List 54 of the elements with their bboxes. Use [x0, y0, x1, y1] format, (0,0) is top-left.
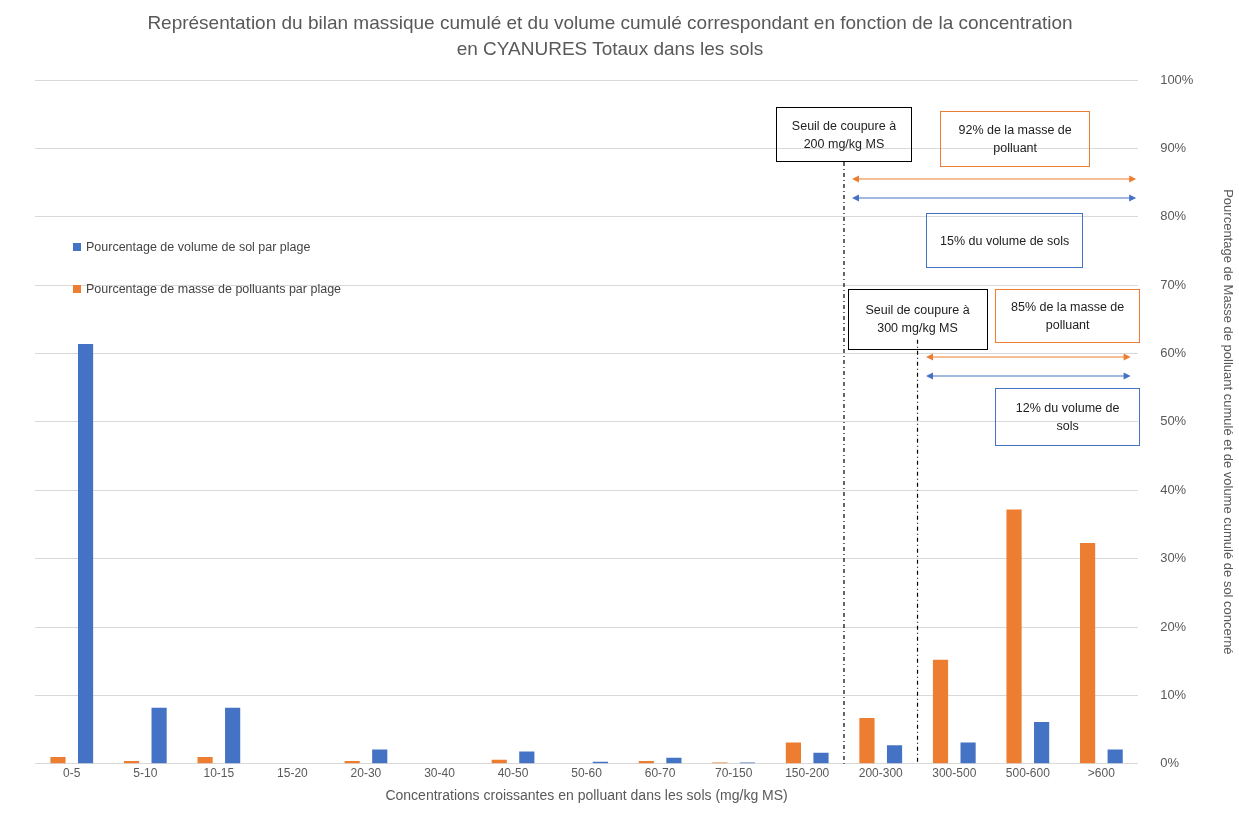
y2-tick-label: 10% — [1160, 687, 1187, 702]
bar — [225, 707, 241, 764]
x-tick-label: 50-60 — [571, 766, 603, 781]
x-tick-label: 70-150 — [714, 766, 753, 781]
x-tick-label: 10-15 — [203, 766, 235, 781]
bar — [785, 742, 801, 764]
y2-tick-label: 70% — [1160, 276, 1187, 292]
x-tick-label: 20-30 — [350, 766, 382, 781]
ref-line-label: Seuil de coupure à 300 mg/kg MS — [847, 288, 988, 351]
annotation: 15% du volume de sols — [926, 213, 1084, 269]
x-tick-label: 150-200 — [785, 766, 830, 781]
x-tick-label: 500-600 — [1005, 766, 1051, 781]
y2-tick-label: 50% — [1160, 413, 1187, 429]
bar — [932, 659, 949, 764]
x-axis-title: Concentrations croissantes en polluant dans les sols (mg/kg MS) — [385, 787, 788, 804]
x-tick-label: 200-300 — [858, 766, 904, 781]
y2-tick-label: 40% — [1160, 481, 1187, 497]
bar — [77, 343, 94, 764]
annotation: 12% du volume de sols — [995, 387, 1141, 446]
annotation: 85% de la masse de polluant — [995, 288, 1141, 344]
y2-tick-label: 80% — [1160, 208, 1187, 224]
bar — [1107, 749, 1123, 764]
x-tick-label: 0-5 — [63, 766, 81, 781]
x-tick-label: 40-50 — [497, 766, 529, 781]
bar — [151, 707, 167, 764]
y2-tick-label: 0% — [1160, 755, 1180, 771]
y2-tick-label: 20% — [1160, 618, 1187, 634]
y2-axis-title: Pourcentage de Masse de polluant cumulé et de volume cumulé de sol concerné — [1220, 189, 1236, 655]
bar — [372, 749, 388, 764]
bar — [519, 751, 535, 764]
bar — [197, 756, 213, 764]
ref-line-label: Seuil de coupure à 200 mg/kg MS — [775, 107, 912, 163]
x-tick-label: 5-10 — [133, 766, 158, 781]
bar — [960, 742, 976, 764]
x-tick-label: 300-500 — [932, 766, 977, 781]
bar — [1034, 722, 1050, 764]
annotation: 92% de la masse de polluant — [940, 110, 1091, 167]
bar — [813, 752, 829, 764]
bar — [1080, 542, 1096, 764]
bar — [1006, 509, 1022, 764]
x-tick-label: 30-40 — [424, 766, 456, 781]
y2-tick-label: 100% — [1160, 71, 1194, 87]
x-tick-label: 15-20 — [277, 766, 309, 781]
legend-label: Pourcentage de volume de sol par plage — [86, 240, 311, 254]
chart-title: Représentation du bilan massique cumulé et du volume cumulé correspondant en fonction de la concentration en CYANURES Totaux dans les sols — [146, 11, 1074, 61]
x-tick-label: 60-70 — [644, 766, 676, 781]
y2-tick-label: 30% — [1160, 550, 1187, 566]
x-tick-label: >600 — [1087, 766, 1116, 781]
y2-tick-label: 60% — [1160, 345, 1187, 361]
bar — [859, 717, 875, 764]
legend-label: Pourcentage de masse de polluants par plage — [86, 282, 342, 296]
y2-tick-label: 90% — [1160, 139, 1187, 155]
bar — [886, 745, 903, 764]
bar — [50, 756, 66, 764]
